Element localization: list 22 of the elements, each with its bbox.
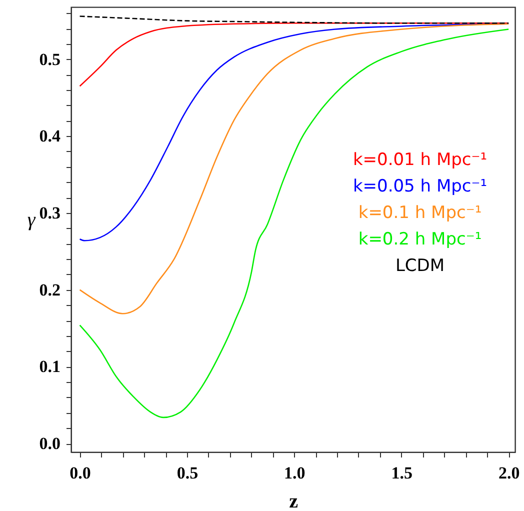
- x-tick-label: 0.5: [176, 464, 198, 482]
- x-axis-title: z: [289, 490, 298, 511]
- y-tick-label: 0.3: [39, 203, 60, 222]
- line-series: [79, 16, 510, 24]
- text: LCDM: [395, 256, 445, 276]
- y-tick-label: 0.5: [39, 50, 60, 69]
- x-tick-label: 0.0: [70, 464, 91, 482]
- y-tick-label: 0.2: [39, 280, 60, 300]
- x-tick-label: 1.5: [391, 464, 412, 482]
- text: k=0.05 h Mpc⁻¹: [352, 176, 488, 196]
- y-tick-label: 0.1: [39, 357, 60, 376]
- text: k=0.01 h Mpc⁻¹: [352, 150, 488, 170]
- text: k=0.1 h Mpc⁻¹: [358, 203, 482, 223]
- y-tick-label: 0.4: [39, 126, 61, 146]
- line-series: [79, 28, 510, 418]
- x-tick-label: 1.0: [284, 464, 306, 482]
- y-tick-label: 0.0: [39, 434, 60, 454]
- line-series: [79, 22, 510, 87]
- y-axis-title: γ: [27, 209, 36, 231]
- line-series: [79, 23, 510, 314]
- x-tick-label: 2.0: [498, 464, 520, 482]
- text: k=0.2 h Mpc⁻¹: [358, 230, 482, 250]
